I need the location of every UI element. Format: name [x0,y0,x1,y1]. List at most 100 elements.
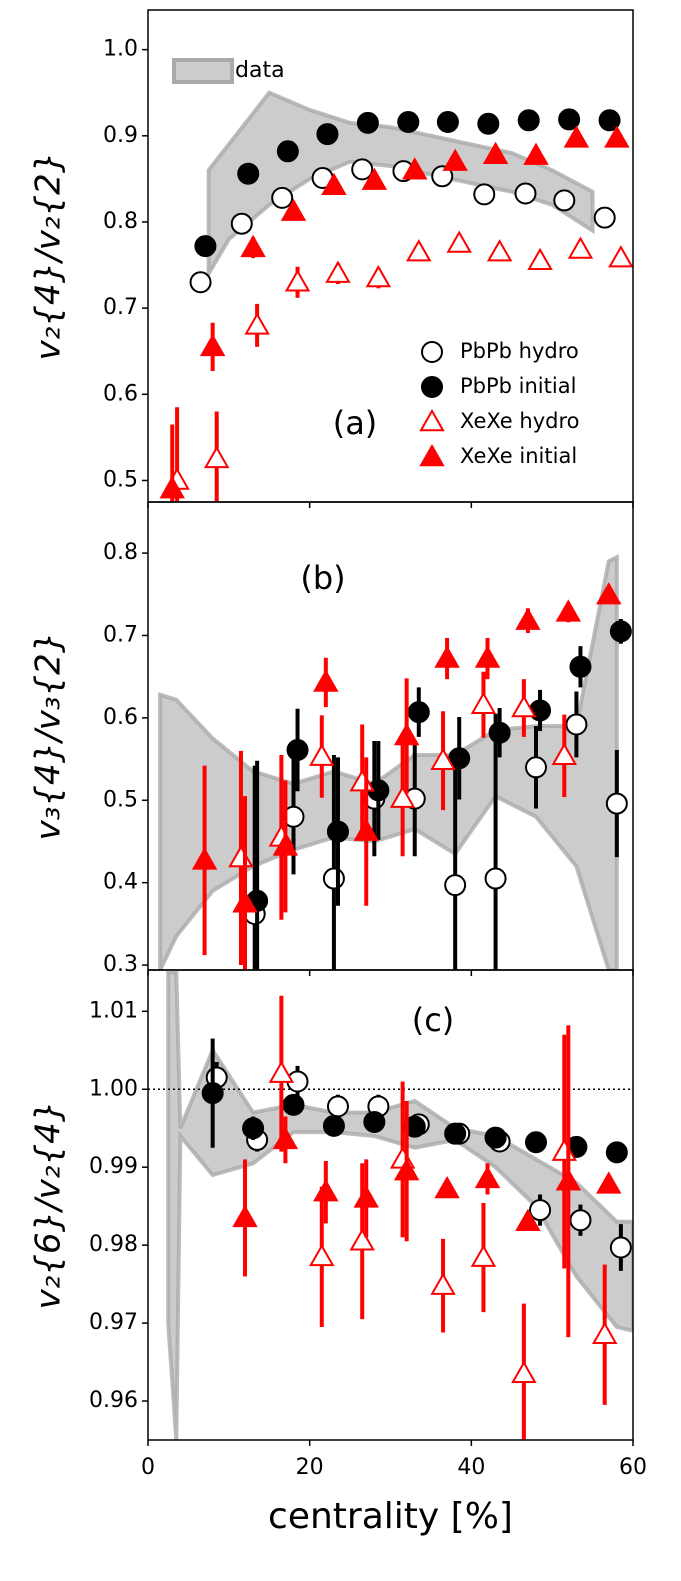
marker [444,874,467,897]
x-tick-label: 20 [296,1455,324,1480]
marker [430,747,456,770]
marker [598,109,621,132]
y-axis-label: v₂{6}/v₂{4} [29,1101,69,1310]
marker [232,1204,258,1228]
marker [349,1228,375,1251]
y-tick-label: 1.00 [89,1076,138,1101]
marker [569,655,592,678]
marker [482,141,509,165]
marker [271,186,294,209]
marker [569,1209,592,1232]
marker [313,1179,339,1202]
y-tick-label: 1.01 [89,998,138,1023]
marker [309,1243,335,1267]
marker [605,792,628,815]
marker [353,1185,379,1208]
marker [232,890,258,913]
marker [272,833,299,856]
marker [393,722,420,746]
marker [326,820,349,843]
legend-label: XeXe hydro [460,409,580,433]
marker [565,713,588,736]
marker [397,111,420,134]
marker [325,260,351,283]
marker [444,1122,467,1145]
marker [511,1360,537,1383]
marker [563,125,590,148]
marker [361,167,388,190]
marker [280,198,307,221]
marker [389,785,416,808]
marker [567,236,594,259]
marker [353,818,379,841]
marker [514,182,537,205]
y-tick-label: 0.97 [89,1310,138,1335]
marker [558,108,581,131]
marker [356,111,379,134]
marker [473,183,496,206]
y-tick-label: 1.0 [103,37,138,62]
y-tick-label: 0.7 [103,295,138,320]
marker [363,1110,386,1133]
marker [604,125,630,148]
legend-swatch [172,58,234,84]
marker [523,142,549,165]
marker [609,1236,632,1259]
y-tick-label: 0.5 [103,467,138,492]
marker [237,162,260,185]
marker [431,165,454,188]
marker [448,747,471,770]
panel-label: (b) [300,559,345,597]
marker [421,341,443,363]
marker [322,1114,345,1137]
x-tick-label: 60 [619,1455,647,1480]
marker [313,669,339,692]
plot-area [148,970,633,1440]
marker [203,445,230,469]
marker [322,867,345,890]
marker [284,269,311,292]
plot-area [159,90,633,502]
marker [365,264,392,288]
marker [321,172,347,196]
data-band [158,553,619,970]
x-tick-label: 40 [457,1455,485,1480]
y-tick-label: 0.8 [103,209,138,234]
marker [596,1171,622,1194]
marker [351,158,374,181]
marker [199,333,226,357]
marker [189,271,212,294]
marker [194,235,217,258]
marker [242,1117,265,1140]
marker [240,234,266,258]
legend-label: XeXe initial [460,444,577,468]
marker [326,1095,349,1118]
marker [446,230,472,253]
marker [484,1126,507,1149]
data-band [206,90,595,282]
marker [393,1158,420,1181]
y-tick-label: 0.96 [89,1388,138,1413]
marker [608,245,633,268]
marker [511,694,537,718]
marker [201,1082,224,1105]
legend-label: PbPb initial [460,374,576,398]
panel-label: (a) [333,404,378,442]
marker [529,699,552,722]
y-tick-label: 0.4 [103,870,138,895]
marker [272,1126,299,1150]
marker [436,111,459,134]
y-tick-label: 0.3 [103,952,138,977]
marker [553,189,576,212]
y-axis-label: v₂{4}/v₂{2} [29,152,69,361]
marker [474,645,501,668]
marker [421,376,443,398]
plot-area [158,553,632,970]
marker [551,742,578,766]
plot-frame [147,969,634,1441]
marker [486,239,513,262]
marker [605,1141,628,1164]
marker [282,1093,305,1116]
x-axis-label: centrality [%] [268,1496,513,1537]
